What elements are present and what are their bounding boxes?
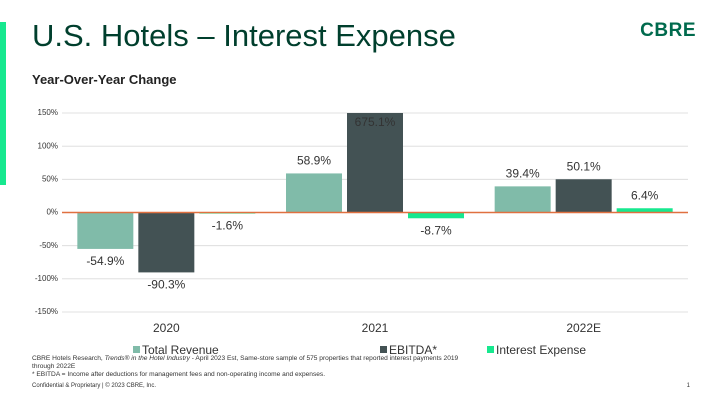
bar	[138, 212, 195, 273]
y-tick-label: -50%	[39, 241, 58, 250]
legend-label: Interest Expense	[496, 343, 586, 357]
data-label: 39.4%	[506, 167, 540, 181]
data-label: 50.1%	[567, 159, 601, 173]
legend-label: EBITDA*	[389, 343, 437, 357]
legend-label: Total Revenue	[142, 343, 219, 357]
bar	[494, 186, 551, 213]
y-tick-label: 100%	[38, 141, 58, 150]
y-tick-label: 150%	[38, 108, 58, 117]
data-label: -1.6%	[212, 219, 244, 233]
data-label: 675.1%	[355, 115, 396, 129]
chart-subtitle: Year-Over-Year Change	[32, 72, 177, 87]
y-tick-label: 50%	[42, 174, 58, 183]
data-label: 58.9%	[297, 154, 331, 168]
logo: CBRE	[640, 20, 696, 41]
source-prefix: CBRE Hotels Research,	[32, 355, 105, 362]
bar	[347, 113, 403, 213]
y-tick-label: -150%	[35, 307, 58, 316]
legend-swatch	[487, 346, 494, 353]
legend-swatch	[133, 346, 140, 353]
bar	[555, 179, 612, 213]
accent-bar	[0, 22, 6, 185]
x-tick-label: 2020	[153, 321, 180, 335]
confidential: Confidential & Proprietary | © 2023 CBRE…	[32, 383, 157, 389]
source-suffix: - April 2023 Est, Same-store sample of 5…	[32, 355, 459, 370]
y-tick-label: -100%	[35, 274, 58, 283]
x-tick-label: 2021	[362, 321, 389, 335]
bar	[286, 173, 342, 213]
source-title: Trends® in the Hotel Industry	[104, 355, 190, 362]
slide-title: U.S. Hotels – Interest Expense	[32, 18, 456, 53]
data-label: -54.9%	[86, 254, 124, 268]
bar	[408, 212, 464, 219]
footnotes: CBRE Hotels Research, Trends® in the Hot…	[32, 355, 482, 379]
y-tick-label: 0%	[46, 208, 58, 217]
bar	[616, 208, 673, 213]
data-label: -8.7%	[420, 223, 452, 237]
data-label: 6.4%	[631, 188, 659, 202]
page-number: 1	[686, 383, 690, 389]
x-tick-label: 2022E	[566, 321, 601, 335]
ebitda-note: * EBITDA = Income after deductions for m…	[32, 371, 326, 378]
bar	[77, 212, 134, 249]
legend-swatch	[380, 346, 387, 353]
data-label: -90.3%	[147, 278, 185, 292]
bars	[77, 113, 673, 273]
